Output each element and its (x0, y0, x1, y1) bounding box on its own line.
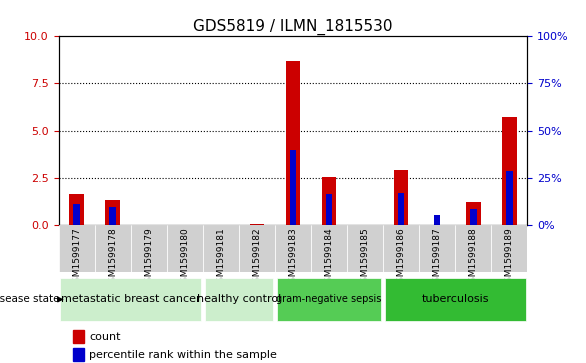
Bar (239, 225, 275, 272)
Text: GSM1599182: GSM1599182 (253, 227, 261, 288)
Text: GSM1599188: GSM1599188 (469, 227, 478, 288)
Text: GSM1599186: GSM1599186 (397, 227, 406, 288)
Bar (398, 193, 404, 225)
Bar (289, 150, 297, 225)
Text: GSM1599183: GSM1599183 (288, 227, 298, 288)
Bar (286, 61, 300, 225)
Text: GSM1599177: GSM1599177 (72, 227, 81, 288)
Text: GSM1599187: GSM1599187 (432, 227, 442, 288)
Bar (275, 225, 311, 272)
Bar (311, 225, 347, 272)
Bar (434, 215, 441, 225)
Text: GSM1599189: GSM1599189 (505, 227, 514, 288)
Bar (506, 171, 513, 225)
Text: healthy control: healthy control (197, 294, 281, 305)
Bar (326, 194, 332, 225)
Bar (105, 200, 120, 225)
Text: GSM1599178: GSM1599178 (108, 227, 117, 288)
Bar (383, 225, 419, 272)
Text: tuberculosis: tuberculosis (421, 294, 489, 305)
Text: GSM1599181: GSM1599181 (216, 227, 226, 288)
Title: GDS5819 / ILMN_1815530: GDS5819 / ILMN_1815530 (193, 19, 393, 35)
Bar (250, 224, 264, 225)
Text: GSM1599180: GSM1599180 (180, 227, 189, 288)
Bar (419, 225, 455, 272)
Text: GSM1599179: GSM1599179 (144, 227, 154, 288)
Text: GSM1599185: GSM1599185 (360, 227, 370, 288)
Bar (466, 203, 481, 225)
Bar (73, 330, 84, 343)
Bar (394, 170, 408, 225)
Bar (322, 177, 336, 225)
Bar (277, 278, 381, 321)
Bar (73, 348, 84, 361)
Bar (59, 225, 95, 272)
Bar (455, 225, 491, 272)
Bar (60, 278, 201, 321)
Text: metastatic breast cancer: metastatic breast cancer (61, 294, 200, 305)
Bar (205, 278, 273, 321)
Text: disease state: disease state (0, 294, 59, 305)
Bar (502, 118, 517, 225)
Bar (491, 225, 527, 272)
Bar (347, 225, 383, 272)
Bar (110, 207, 116, 225)
Bar (385, 278, 526, 321)
Bar (73, 204, 80, 225)
Bar (203, 225, 239, 272)
Text: count: count (89, 332, 121, 342)
Text: gram-negative sepsis: gram-negative sepsis (277, 294, 381, 305)
Bar (167, 225, 203, 272)
Bar (470, 209, 476, 225)
Bar (131, 225, 167, 272)
Text: percentile rank within the sample: percentile rank within the sample (89, 350, 277, 360)
Bar (95, 225, 131, 272)
Text: GSM1599184: GSM1599184 (325, 227, 333, 288)
Bar (69, 194, 84, 225)
